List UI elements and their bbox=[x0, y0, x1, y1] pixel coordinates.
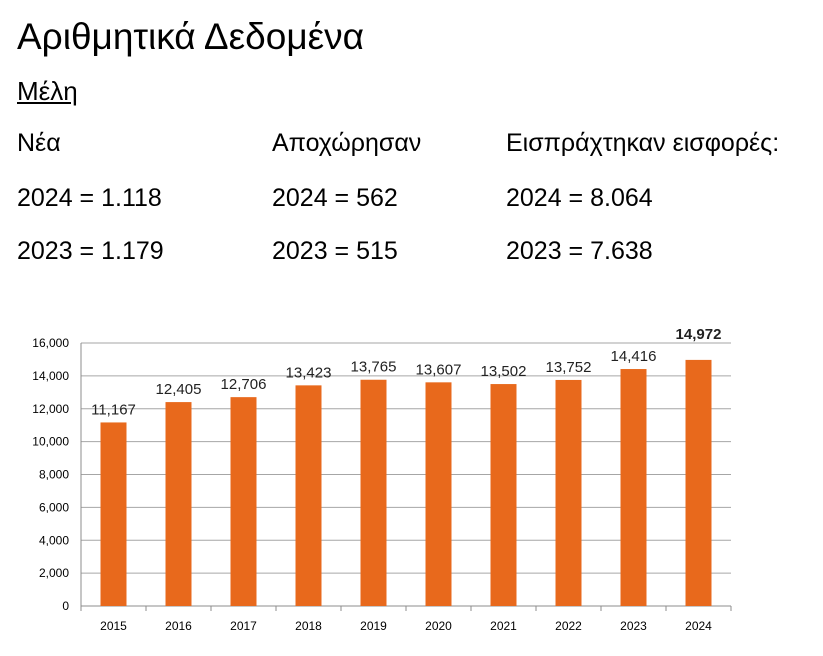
stats-header: Αποχώρησαν bbox=[272, 129, 422, 157]
bar-2018 bbox=[295, 385, 322, 606]
members-stats: Νέα 2024 = 1.118 2023 = 1.179 Αποχώρησαν… bbox=[0, 130, 823, 270]
data-label: 13,765 bbox=[351, 359, 397, 376]
page-title: Αριθμητικά Δεδομένα bbox=[17, 16, 365, 57]
data-label: 11,167 bbox=[91, 401, 136, 418]
x-tick-label: 2017 bbox=[230, 619, 257, 633]
stats-header: Εισπράχτηκαν εισφορές: bbox=[506, 129, 780, 157]
stats-value: 2023 = 7.638 bbox=[506, 237, 653, 265]
data-label: 14,416 bbox=[611, 348, 657, 365]
y-tick-label: 4,000 bbox=[39, 533, 69, 547]
y-tick-label: 0 bbox=[62, 599, 69, 613]
y-tick-label: 10,000 bbox=[32, 435, 69, 449]
stats-value: 2024 = 562 bbox=[272, 184, 398, 212]
data-label: 13,752 bbox=[546, 359, 592, 376]
bar-2021 bbox=[490, 384, 517, 606]
members-bar-chart: 0 2,000 4,000 6,000 8,000 10,000 12,000 14,000 1… bbox=[32, 326, 732, 633]
x-tick-label: 2018 bbox=[295, 619, 322, 633]
y-tick-label: 2,000 bbox=[39, 566, 69, 580]
bar-2020 bbox=[425, 382, 452, 606]
x-tick-label: 2019 bbox=[360, 619, 387, 633]
y-tick-label: 14,000 bbox=[32, 369, 69, 383]
data-label: 13,502 bbox=[481, 363, 527, 380]
x-tick-label: 2015 bbox=[100, 619, 127, 633]
bar-2024 bbox=[685, 359, 712, 606]
stats-value: 2024 = 1.118 bbox=[17, 184, 162, 212]
stats-value: 2023 = 1.179 bbox=[17, 237, 164, 265]
data-label: 14,972 bbox=[676, 326, 722, 343]
section-subtitle: Μέλη bbox=[17, 76, 78, 106]
x-tick-label: 2024 bbox=[685, 619, 712, 633]
y-tick-label: 12,000 bbox=[32, 402, 69, 416]
y-tick-label: 8,000 bbox=[39, 468, 69, 482]
x-tick-label: 2016 bbox=[165, 619, 192, 633]
data-label: 12,405 bbox=[156, 381, 202, 398]
bar-2023 bbox=[620, 369, 647, 606]
bar-2016 bbox=[165, 402, 192, 606]
bar-2015 bbox=[100, 422, 127, 606]
bar-2017 bbox=[230, 397, 257, 606]
x-tick-label: 2021 bbox=[490, 619, 517, 633]
bar-2019 bbox=[360, 379, 387, 606]
y-tick-label: 16,000 bbox=[32, 336, 69, 350]
x-tick-label: 2020 bbox=[425, 619, 452, 633]
y-tick-label: 6,000 bbox=[39, 500, 69, 514]
bar-2022 bbox=[555, 379, 582, 606]
stats-value: 2023 = 515 bbox=[272, 237, 398, 265]
data-label: 12,706 bbox=[221, 376, 267, 393]
data-label: 13,423 bbox=[286, 364, 332, 381]
data-label: 13,607 bbox=[416, 361, 462, 378]
stats-header: Νέα bbox=[17, 129, 61, 157]
x-tick-label: 2022 bbox=[555, 619, 582, 633]
stats-value: 2024 = 8.064 bbox=[506, 184, 653, 212]
x-tick-label: 2023 bbox=[620, 619, 647, 633]
